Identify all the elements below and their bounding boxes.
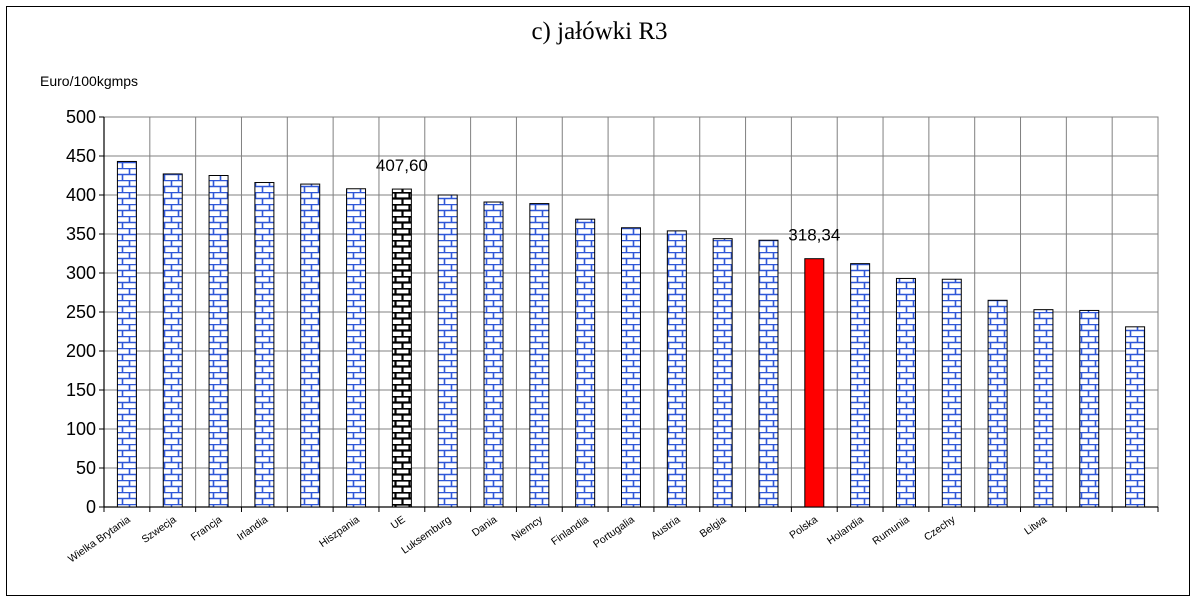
data-labels: 407,60 318,34	[376, 156, 840, 245]
y-tick-label: 500	[66, 107, 96, 127]
bar	[895, 277, 916, 508]
bar	[987, 299, 1008, 508]
bar	[1033, 309, 1054, 508]
bar	[162, 173, 183, 508]
x-tick-label: Czechy	[922, 513, 958, 543]
x-tick-label: UE	[389, 514, 408, 532]
bar	[300, 183, 321, 508]
bar	[712, 238, 733, 508]
y-tick-label: 0	[86, 497, 96, 517]
bar	[621, 227, 641, 508]
bar	[804, 258, 825, 508]
y-axis-label: Euro/100kgmps	[40, 73, 138, 89]
x-tick-label: Irlandia	[235, 514, 270, 544]
y-tick-label: 400	[66, 185, 96, 205]
bar	[208, 175, 229, 508]
x-tick-label: Dania	[470, 514, 499, 540]
bar	[437, 194, 458, 508]
bars	[116, 160, 1146, 508]
bar	[666, 230, 687, 508]
bar	[1125, 326, 1146, 508]
x-tick-label: Austria	[649, 514, 683, 543]
x-tick-label: Litwa	[1022, 514, 1049, 538]
y-tick-labels: 0 50 100 150 200 250 300 350 400 450 500	[66, 107, 96, 517]
y-tick-label: 250	[66, 302, 96, 322]
x-category-labels: Wielka Brytania Szwecja Francja Irlandia His…	[66, 513, 1049, 565]
y-tick-label: 450	[66, 146, 96, 166]
x-tick-label: Luksemburg	[399, 514, 453, 557]
x-tick-label: Francja	[189, 514, 225, 544]
bar	[575, 218, 596, 508]
x-tick-label: Hiszpania	[317, 514, 362, 550]
bar	[346, 188, 367, 508]
data-label: 318,34	[788, 226, 840, 245]
y-tick-label: 50	[76, 458, 96, 478]
x-tick-label: Finlandia	[549, 514, 591, 548]
x-tick-label: Portugalia	[591, 514, 637, 551]
x-tick-label: Wielka Brytania	[66, 514, 133, 566]
y-tick-label: 300	[66, 263, 96, 283]
y-tick-label: 100	[66, 419, 96, 439]
bar	[391, 188, 412, 508]
y-tick-label: 150	[66, 380, 96, 400]
x-tick-label: Niemcy	[510, 513, 546, 543]
bar	[850, 263, 871, 508]
chart-title: c) jałówki R3	[531, 18, 668, 45]
bar	[529, 203, 550, 508]
data-label: 407,60	[376, 156, 428, 175]
x-tick-label: Holandia	[825, 514, 866, 548]
bar	[116, 160, 137, 508]
y-tick-label: 200	[66, 341, 96, 361]
bar	[758, 239, 779, 508]
bar	[941, 278, 962, 508]
bar	[483, 201, 504, 508]
y-tick-label: 350	[66, 224, 96, 244]
x-tick-label: Szwecja	[140, 514, 179, 546]
x-tick-label: Polska	[787, 514, 820, 542]
bar	[254, 182, 275, 508]
bar	[1079, 309, 1100, 508]
x-tick-label: Rumunia	[870, 514, 911, 548]
x-tick-label: Belgia	[698, 514, 729, 541]
